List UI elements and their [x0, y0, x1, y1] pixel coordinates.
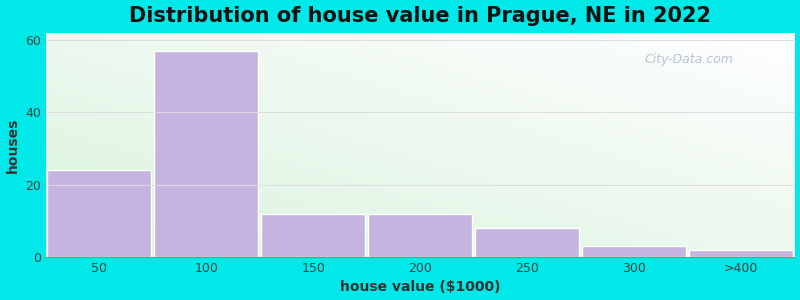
Text: City-Data.com: City-Data.com: [645, 53, 734, 66]
Bar: [368, 214, 472, 257]
Y-axis label: houses: houses: [6, 117, 19, 172]
Bar: [689, 250, 793, 257]
Bar: [262, 214, 365, 257]
Title: Distribution of house value in Prague, NE in 2022: Distribution of house value in Prague, N…: [129, 6, 711, 26]
Bar: [154, 51, 258, 257]
Bar: [475, 228, 579, 257]
Bar: [582, 246, 686, 257]
X-axis label: house value ($1000): house value ($1000): [340, 280, 500, 294]
Bar: [47, 170, 151, 257]
